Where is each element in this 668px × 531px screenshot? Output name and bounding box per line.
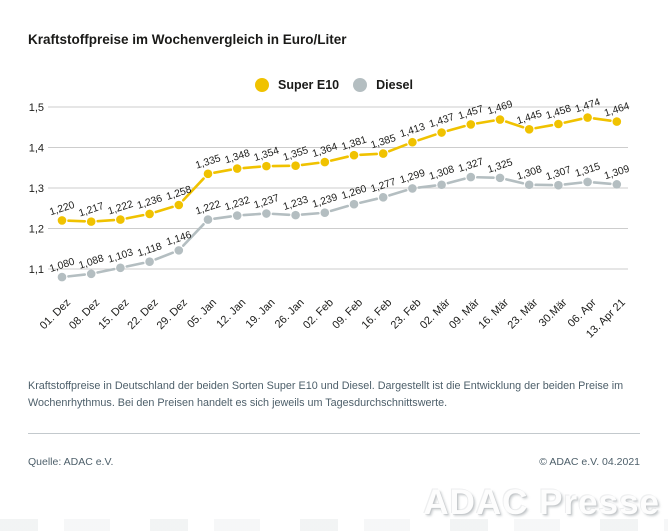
photo-edge-artifact	[0, 519, 668, 531]
svg-text:05. Jan: 05. Jan	[185, 297, 219, 331]
svg-text:1,413: 1,413	[399, 122, 427, 141]
chart-legend: Super E10 Diesel	[0, 78, 668, 92]
svg-text:1,364: 1,364	[311, 141, 339, 160]
svg-text:1,258: 1,258	[165, 184, 193, 203]
svg-text:1,309: 1,309	[603, 164, 631, 183]
svg-text:12. Jan: 12. Jan	[214, 297, 248, 331]
svg-text:1,445: 1,445	[515, 109, 543, 128]
svg-text:1,4: 1,4	[29, 143, 44, 155]
svg-text:1,458: 1,458	[545, 103, 573, 122]
svg-text:08. Dez: 08. Dez	[67, 297, 102, 332]
svg-text:1,220: 1,220	[48, 200, 76, 219]
source-label: Quelle: ADAC e.V.	[28, 456, 114, 468]
svg-text:02. Feb: 02. Feb	[301, 297, 336, 332]
svg-text:16. Mär: 16. Mär	[476, 296, 511, 331]
svg-text:19. Jan: 19. Jan	[244, 297, 278, 331]
svg-text:1,3: 1,3	[29, 183, 44, 195]
svg-text:1,217: 1,217	[77, 201, 105, 220]
svg-text:1,222: 1,222	[107, 199, 135, 218]
svg-text:1,277: 1,277	[369, 177, 397, 196]
svg-text:30.Mär: 30.Mär	[537, 296, 570, 329]
diesel-dot-icon	[353, 78, 368, 92]
page-title: Kraftstoffpreise im Wochenvergleich in E…	[28, 32, 347, 47]
svg-text:1,381: 1,381	[340, 135, 368, 154]
svg-text:1,307: 1,307	[545, 164, 573, 183]
svg-text:26. Jan: 26. Jan	[273, 297, 307, 331]
svg-text:1,080: 1,080	[48, 256, 76, 275]
legend-item-diesel: Diesel	[353, 78, 413, 92]
super-e10-dot-icon	[255, 78, 269, 92]
svg-text:15. Dez: 15. Dez	[96, 297, 131, 332]
svg-text:22. Dez: 22. Dez	[125, 297, 160, 332]
adac-presse-watermark: ADAC Presse	[423, 483, 660, 522]
svg-text:1,325: 1,325	[486, 157, 514, 176]
legend-label-diesel: Diesel	[376, 78, 413, 92]
svg-text:1,308: 1,308	[428, 164, 456, 183]
svg-text:1,232: 1,232	[223, 195, 251, 214]
svg-text:1,5: 1,5	[29, 102, 44, 114]
svg-text:1,469: 1,469	[486, 99, 514, 118]
copyright-label: © ADAC e.V. 04.2021	[539, 456, 640, 468]
svg-text:1,464: 1,464	[603, 101, 631, 120]
svg-text:23. Feb: 23. Feb	[389, 297, 424, 332]
legend-item-super-e10: Super E10	[255, 78, 339, 92]
svg-text:1,437: 1,437	[428, 112, 456, 131]
svg-text:1,222: 1,222	[194, 199, 222, 218]
svg-text:1,308: 1,308	[515, 164, 543, 183]
svg-text:1,239: 1,239	[311, 192, 339, 211]
svg-text:1,146: 1,146	[165, 230, 193, 249]
svg-text:09. Feb: 09. Feb	[330, 297, 365, 332]
svg-text:1,2: 1,2	[29, 224, 44, 236]
svg-text:1,233: 1,233	[282, 194, 310, 213]
svg-text:1,348: 1,348	[223, 148, 251, 167]
svg-text:1,354: 1,354	[253, 145, 281, 164]
svg-text:1,1: 1,1	[29, 264, 44, 276]
svg-text:1,237: 1,237	[253, 193, 281, 212]
svg-text:1,315: 1,315	[574, 161, 602, 180]
svg-text:09. Mär: 09. Mär	[447, 296, 482, 331]
svg-text:1,474: 1,474	[574, 97, 602, 116]
legend-label-super-e10: Super E10	[278, 78, 340, 92]
footer-row: Quelle: ADAC e.V. © ADAC e.V. 04.2021	[28, 456, 640, 468]
svg-text:1,236: 1,236	[136, 193, 164, 212]
svg-text:16. Feb: 16. Feb	[359, 297, 394, 332]
footer-divider	[28, 433, 640, 434]
svg-text:1,103: 1,103	[107, 247, 135, 266]
svg-text:29. Dez: 29. Dez	[155, 297, 190, 332]
svg-text:1,335: 1,335	[194, 153, 222, 172]
svg-text:02. Mär: 02. Mär	[418, 296, 453, 331]
svg-text:23. Mär: 23. Mär	[505, 296, 540, 331]
chart-footnote: Kraftstoffpreise in Deutschland der beid…	[28, 380, 624, 409]
svg-text:1,299: 1,299	[399, 168, 427, 187]
svg-text:1,260: 1,260	[340, 184, 368, 203]
svg-text:1,327: 1,327	[457, 156, 485, 175]
svg-text:01. Dez: 01. Dez	[38, 297, 73, 332]
